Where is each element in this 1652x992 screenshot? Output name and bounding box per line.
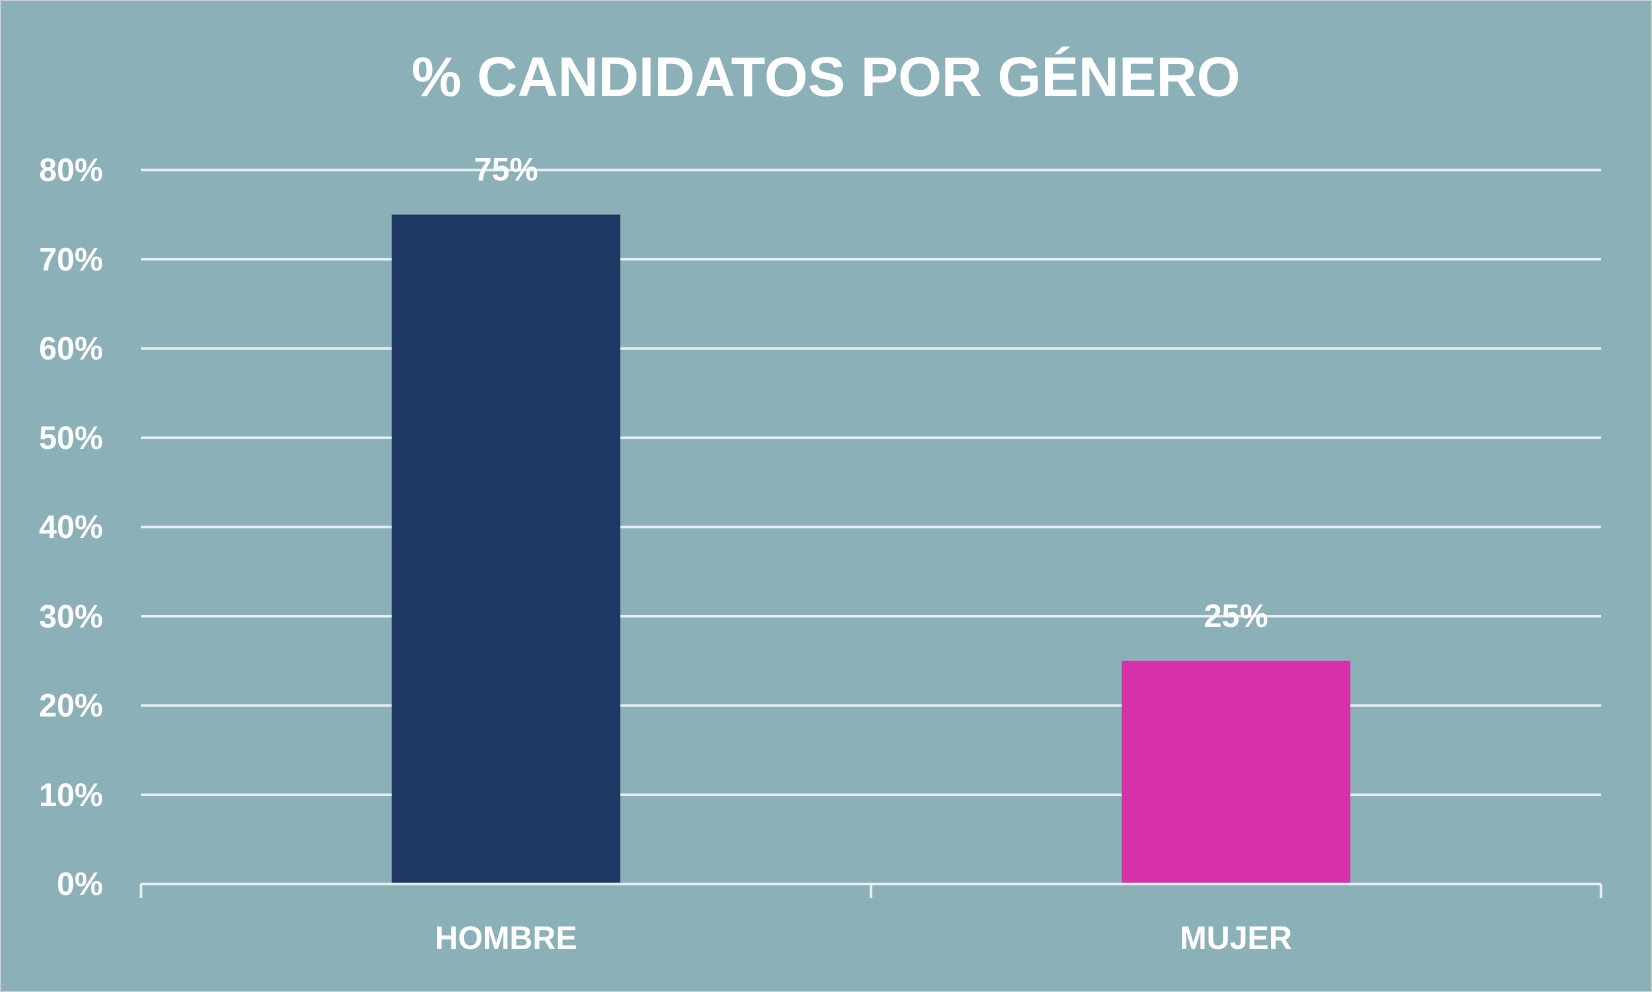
y-tick-label: 60% <box>39 331 103 367</box>
y-tick-label: 20% <box>39 688 103 724</box>
y-axis-tick-labels: 0% 10% 20% 30% 40% 50% 60% 70% 80% <box>39 152 103 902</box>
data-label-hombre: 75% <box>474 152 538 188</box>
x-axis <box>139 882 1603 898</box>
y-tick-label: 10% <box>39 777 103 813</box>
x-axis-category-labels: HOMBRE MUJER <box>435 920 1292 956</box>
y-tick-label: 70% <box>39 241 103 277</box>
bar-mujer <box>1121 660 1351 884</box>
bars <box>391 214 1351 884</box>
y-tick-label: 80% <box>39 152 103 188</box>
y-tick-label: 0% <box>57 866 103 902</box>
y-tick-label: 30% <box>39 598 103 634</box>
y-tick-label: 50% <box>39 420 103 456</box>
data-label-mujer: 25% <box>1204 598 1268 634</box>
category-label-hombre: HOMBRE <box>435 920 577 956</box>
data-labels: 75% 25% <box>474 152 1268 634</box>
chart-title: % CANDIDATOS POR GÉNERO <box>411 45 1241 108</box>
y-tick-label: 40% <box>39 509 103 545</box>
category-label-mujer: MUJER <box>1180 920 1292 956</box>
gridlines <box>141 168 1601 796</box>
bar-hombre <box>391 214 621 884</box>
